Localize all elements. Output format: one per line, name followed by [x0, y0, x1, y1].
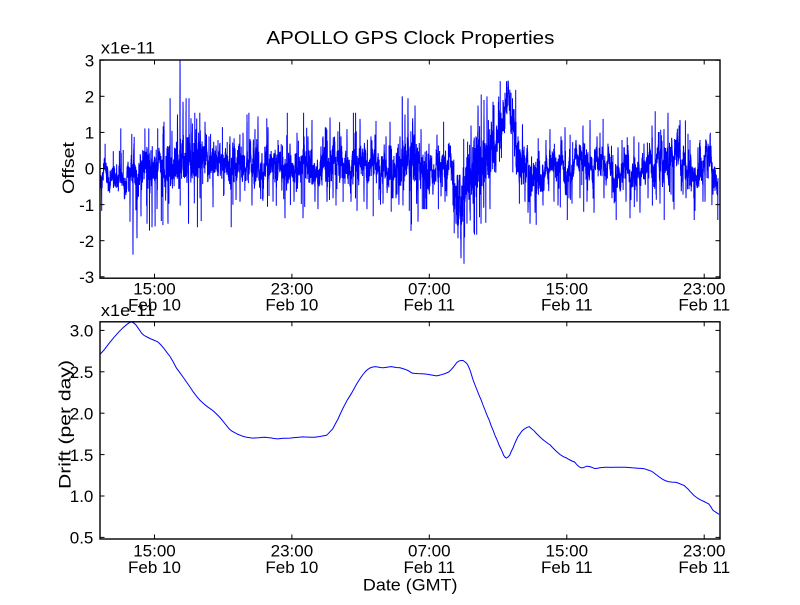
- svg-text:3: 3: [85, 51, 94, 70]
- svg-text:23:00: 23:00: [683, 542, 726, 561]
- svg-text:Feb 10: Feb 10: [128, 558, 181, 577]
- svg-text:1.5: 1.5: [70, 446, 94, 465]
- svg-text:23:00: 23:00: [271, 279, 314, 298]
- svg-text:Feb 11: Feb 11: [678, 558, 730, 577]
- svg-text:Feb 11: Feb 11: [403, 296, 455, 315]
- svg-text:15:00: 15:00: [546, 279, 589, 298]
- svg-text:x1e-11: x1e-11: [101, 301, 155, 320]
- svg-text:15:00: 15:00: [546, 542, 589, 561]
- svg-text:Feb 10: Feb 10: [265, 558, 318, 577]
- svg-text:Drift (per day): Drift (per day): [55, 360, 74, 489]
- svg-text:15:00: 15:00: [133, 542, 176, 561]
- svg-text:Feb 10: Feb 10: [265, 296, 318, 315]
- svg-text:Feb 11: Feb 11: [541, 558, 593, 577]
- svg-text:1.0: 1.0: [70, 487, 94, 506]
- svg-text:07:00: 07:00: [408, 542, 451, 561]
- svg-text:Offset: Offset: [59, 142, 78, 194]
- svg-text:15:00: 15:00: [133, 279, 176, 298]
- svg-text:x1e-11: x1e-11: [101, 39, 155, 58]
- svg-text:1: 1: [85, 124, 94, 143]
- svg-text:2.0: 2.0: [70, 404, 94, 423]
- svg-text:Feb 11: Feb 11: [403, 558, 455, 577]
- svg-text:Date (GMT): Date (GMT): [363, 575, 458, 594]
- svg-text:2.5: 2.5: [70, 363, 94, 382]
- svg-text:0: 0: [85, 160, 94, 179]
- svg-text:-3: -3: [79, 268, 94, 287]
- svg-text:3.0: 3.0: [70, 322, 94, 341]
- svg-text:APOLLO GPS Clock Properties: APOLLO GPS Clock Properties: [266, 27, 554, 48]
- svg-text:-1: -1: [79, 196, 94, 215]
- svg-text:-2: -2: [79, 232, 94, 251]
- svg-text:2: 2: [85, 88, 94, 107]
- svg-text:Feb 10: Feb 10: [128, 296, 181, 315]
- svg-text:07:00: 07:00: [408, 279, 451, 298]
- svg-text:23:00: 23:00: [271, 542, 314, 561]
- svg-text:23:00: 23:00: [683, 279, 726, 298]
- svg-text:0.5: 0.5: [70, 529, 94, 548]
- svg-text:Feb 11: Feb 11: [678, 296, 730, 315]
- svg-text:Feb 11: Feb 11: [541, 296, 593, 315]
